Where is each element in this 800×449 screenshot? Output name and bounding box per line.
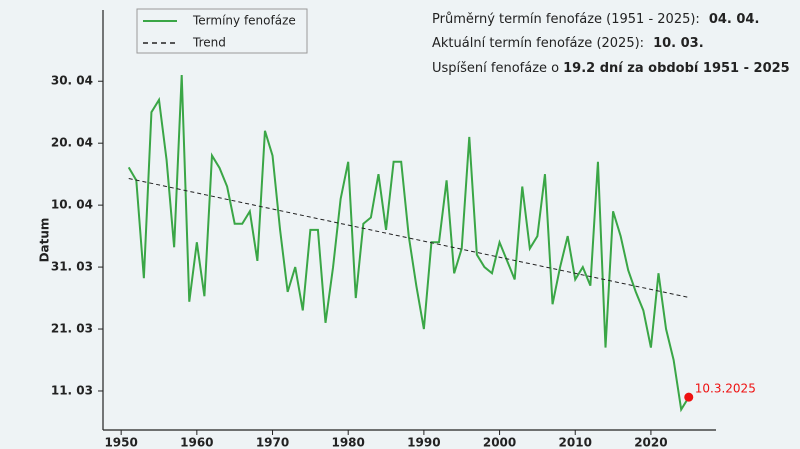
legend-label: Trend [192,36,226,50]
legend [136,8,308,54]
y-tick-label: 21. 03 [51,322,93,336]
x-tick-label: 2000 [483,436,516,449]
trend-line [128,178,689,298]
x-tick-label: 2010 [559,436,592,449]
x-tick-label: 2020 [634,436,667,449]
highlight-label: 10.3.2025 [695,382,756,396]
annotation-text: Aktuální termín fenofáze (2025): [432,36,644,51]
x-tick-label: 1950 [104,436,137,449]
y-tick-label: 31. 03 [51,260,93,274]
annotation-value: 04. 04. [709,12,760,27]
annotation-text: Uspíšení fenofáze o [432,61,559,76]
y-tick-label: 11. 03 [51,383,93,397]
y-tick-label: 20. 04 [51,136,93,150]
y-tick-label: 10. 04 [51,198,93,212]
annotation: Aktuální termín fenofáze (2025): 10. 03. [432,36,704,51]
highlight-point [684,392,694,402]
x-tick-label: 1960 [180,436,213,449]
y-tick-label: 30. 04 [51,74,93,88]
x-tick-label: 1980 [331,436,364,449]
x-tick-label: 1990 [407,436,440,449]
data-line [127,75,690,413]
annotation-value: 10. 03. [653,36,704,51]
y-axis-label: Datum [38,218,52,263]
annotation: Uspíšení fenofáze o 19.2 dní za období 19… [432,61,790,76]
annotation-text: Průměrný termín fenofáze (1951 - 2025): [432,12,700,27]
x-tick-label: 1970 [256,436,289,449]
annotation-value: 19.2 dní za období 1951 - 2025 [563,61,790,76]
annotation: Průměrný termín fenofáze (1951 - 2025): 0… [432,12,759,27]
legend-label: Termíny fenofáze [192,14,296,28]
